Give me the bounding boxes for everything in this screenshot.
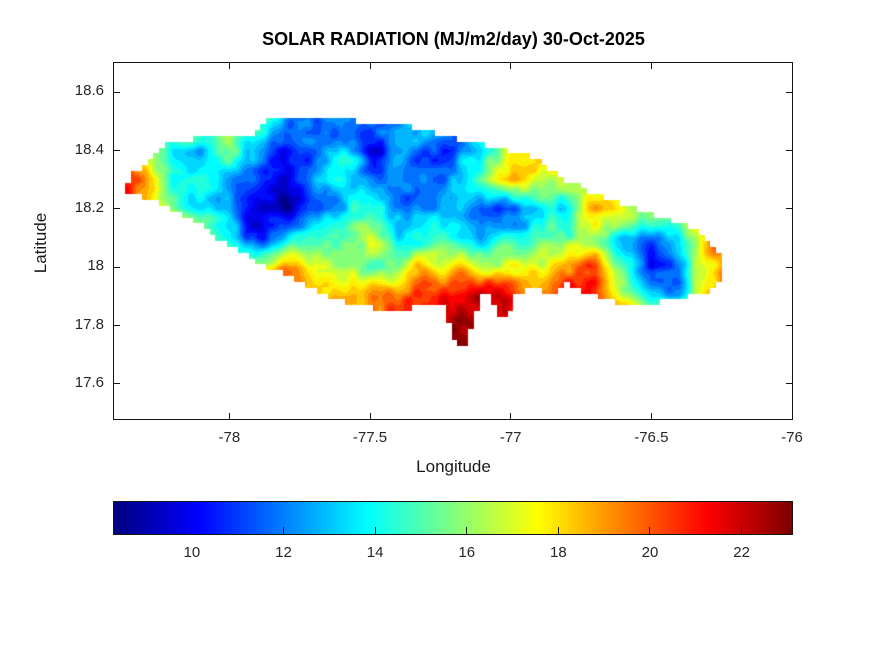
y-tick-mark-right [786,383,792,385]
y-tick-label: 18.6 [74,82,104,100]
x-tick-mark [228,413,230,419]
jamaica-solar-radiation-heatmap-canvas [114,63,792,419]
y-tick-label: 18.2 [74,198,104,216]
x-tick-mark [650,413,652,419]
x-tick-label: -77.5 [352,429,388,446]
y-tick-mark [114,266,120,268]
y-tick-mark-right [786,91,792,93]
y-tick-mark [114,150,120,152]
y-tick-mark-right [786,208,792,210]
colorbar-tick-mark [741,527,743,534]
y-tick-label: 18 [87,257,104,275]
colorbar-gradient-canvas [114,502,792,534]
x-tick-label: -78 [218,429,241,446]
y-tick-label: 17.6 [74,373,104,391]
colorbar-tick-mark [557,527,559,534]
y-tick-mark [114,208,120,210]
x-tick-mark [791,413,793,419]
colorbar-tick-label: 12 [275,544,292,561]
x-axis-label: Longitude [416,457,491,476]
colorbar-tick-mark [283,527,284,534]
x-tick-mark-top [369,63,371,69]
x-tick-mark-top [791,63,793,69]
x-tick-mark-top [510,63,512,69]
x-tick-mark [369,413,371,419]
colorbar-tick-label: 18 [550,544,567,561]
colorbar-tick-label: 10 [183,544,201,561]
colorbar-tick-mark [191,527,193,534]
y-tick-mark-right [786,266,792,268]
y-tick-mark [114,383,120,385]
y-tick-mark-right [786,325,792,327]
y-tick-mark [114,325,120,327]
y-tick-label: 18.4 [74,140,104,158]
colorbar-tick-label: 22 [733,544,750,561]
x-tick-label: -76.5 [634,429,669,446]
x-tick-mark-top [650,63,652,69]
y-tick-mark [114,91,120,93]
colorbar [113,501,793,535]
colorbar-tick-label: 14 [366,544,384,561]
x-tick-mark [510,413,512,419]
plot-area [113,62,793,420]
y-tick-label: 17.8 [74,315,104,333]
x-tick-label: -76 [781,429,803,446]
colorbar-tick-mark [374,527,376,534]
colorbar-tick-mark [466,527,468,534]
chart-title: SOLAR RADIATION (MJ/m2/day) 30-Oct-2025 [262,29,645,49]
x-tick-mark-top [228,63,230,69]
colorbar-tick-label: 20 [641,544,659,561]
x-tick-label: -77 [499,429,522,446]
colorbar-tick-label: 16 [458,544,476,561]
y-tick-mark-right [786,150,792,152]
colorbar-tick-mark [649,527,651,534]
